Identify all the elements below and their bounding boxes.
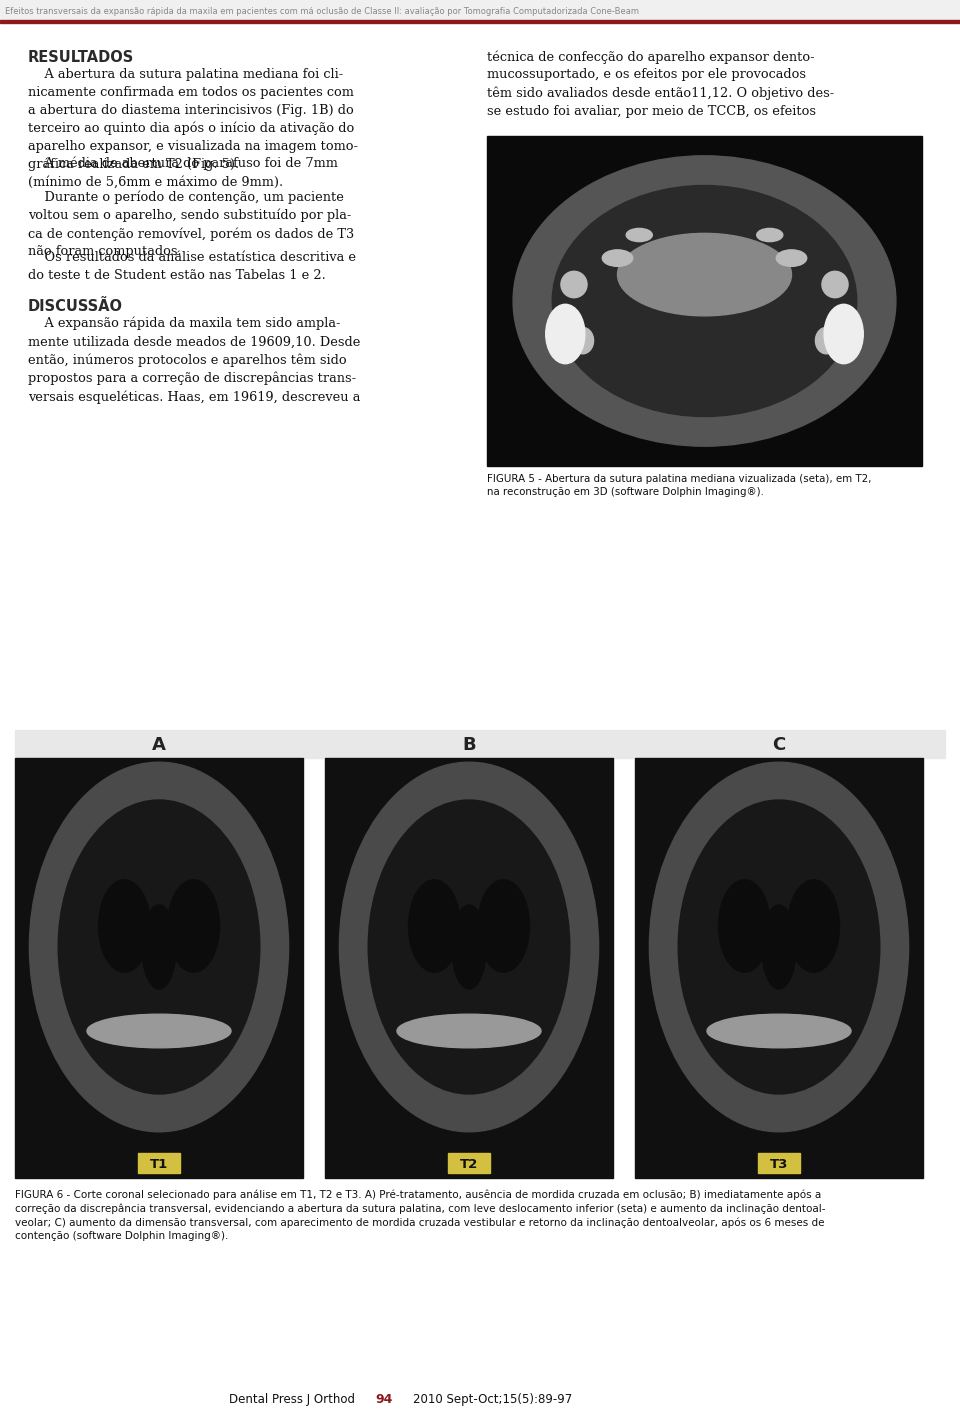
Text: técnica de confecção do aparelho expansor dento-
mucossuportado, e os efeitos po: técnica de confecção do aparelho expanso… (487, 50, 834, 117)
Ellipse shape (59, 799, 260, 1094)
Text: T3: T3 (770, 1157, 788, 1170)
Ellipse shape (777, 250, 806, 266)
Bar (15, 758, 303, 1179)
Bar (15, 730, 945, 758)
Text: Dental Press J Orthod: Dental Press J Orthod (229, 1392, 355, 1407)
Ellipse shape (545, 304, 585, 364)
Ellipse shape (572, 327, 593, 354)
Bar (635, 758, 923, 1179)
Text: 2010 Sept-Oct;15(5):89-97: 2010 Sept-Oct;15(5):89-97 (413, 1392, 572, 1407)
Ellipse shape (824, 304, 863, 364)
Bar (758, 1153, 800, 1173)
Text: T1: T1 (150, 1157, 168, 1170)
Ellipse shape (452, 906, 487, 989)
Text: T2: T2 (460, 1157, 478, 1170)
Ellipse shape (478, 880, 530, 972)
Text: DISCUSSÃO: DISCUSSÃO (28, 299, 123, 314)
Bar (0, 20, 960, 23)
Text: FIGURA 5 - Abertura da sutura palatina mediana vizualizada (seta), em T2,
na rec: FIGURA 5 - Abertura da sutura palatina m… (487, 474, 872, 497)
Bar (487, 136, 922, 466)
Text: Efeitos transversais da expansão rápida da maxila em pacientes com má oclusão de: Efeitos transversais da expansão rápida … (5, 7, 639, 16)
Ellipse shape (626, 228, 652, 242)
Ellipse shape (87, 1015, 231, 1047)
Text: C: C (773, 736, 785, 754)
Ellipse shape (756, 228, 782, 242)
Ellipse shape (617, 233, 791, 316)
Bar (325, 758, 613, 1179)
Text: A expansão rápida da maxila tem sido ampla-
mente utilizada desde meados de 1960: A expansão rápida da maxila tem sido amp… (28, 317, 360, 403)
Bar (138, 1153, 180, 1173)
Ellipse shape (718, 880, 770, 972)
Ellipse shape (678, 799, 879, 1094)
Text: A abertura da sutura palatina mediana foi cli-
nicamente confirmada em todos os : A abertura da sutura palatina mediana fo… (28, 68, 358, 171)
Text: Os resultados da análise estatística descritiva e
do teste t de Student estão na: Os resultados da análise estatística des… (28, 250, 356, 282)
Ellipse shape (340, 763, 599, 1132)
Ellipse shape (168, 880, 220, 972)
Ellipse shape (815, 327, 837, 354)
Text: A média de abertura do parafuso foi de 7mm
(mínimo de 5,6mm e máximo de 9mm).: A média de abertura do parafuso foi de 7… (28, 157, 338, 188)
Ellipse shape (787, 880, 839, 972)
Text: FIGURA 6 - Corte coronal selecionado para análise em T1, T2 e T3. A) Pré-tratame: FIGURA 6 - Corte coronal selecionado par… (15, 1190, 826, 1241)
Ellipse shape (30, 763, 289, 1132)
Text: RESULTADOS: RESULTADOS (28, 50, 134, 65)
Ellipse shape (822, 272, 848, 297)
Ellipse shape (707, 1015, 851, 1047)
Text: B: B (462, 736, 476, 754)
Ellipse shape (409, 880, 461, 972)
Ellipse shape (99, 880, 151, 972)
Ellipse shape (552, 185, 856, 416)
Text: A: A (152, 736, 166, 754)
Ellipse shape (369, 799, 570, 1094)
Text: 94: 94 (375, 1392, 393, 1407)
Ellipse shape (649, 763, 908, 1132)
Bar (0, 0, 960, 20)
Bar (448, 1153, 490, 1173)
Text: Durante o período de contenção, um paciente
voltou sem o aparelho, sendo substit: Durante o período de contenção, um pacie… (28, 190, 354, 259)
Ellipse shape (142, 906, 177, 989)
Ellipse shape (513, 156, 896, 446)
Ellipse shape (602, 250, 633, 266)
Ellipse shape (397, 1015, 541, 1047)
Ellipse shape (561, 272, 588, 297)
Ellipse shape (761, 906, 796, 989)
